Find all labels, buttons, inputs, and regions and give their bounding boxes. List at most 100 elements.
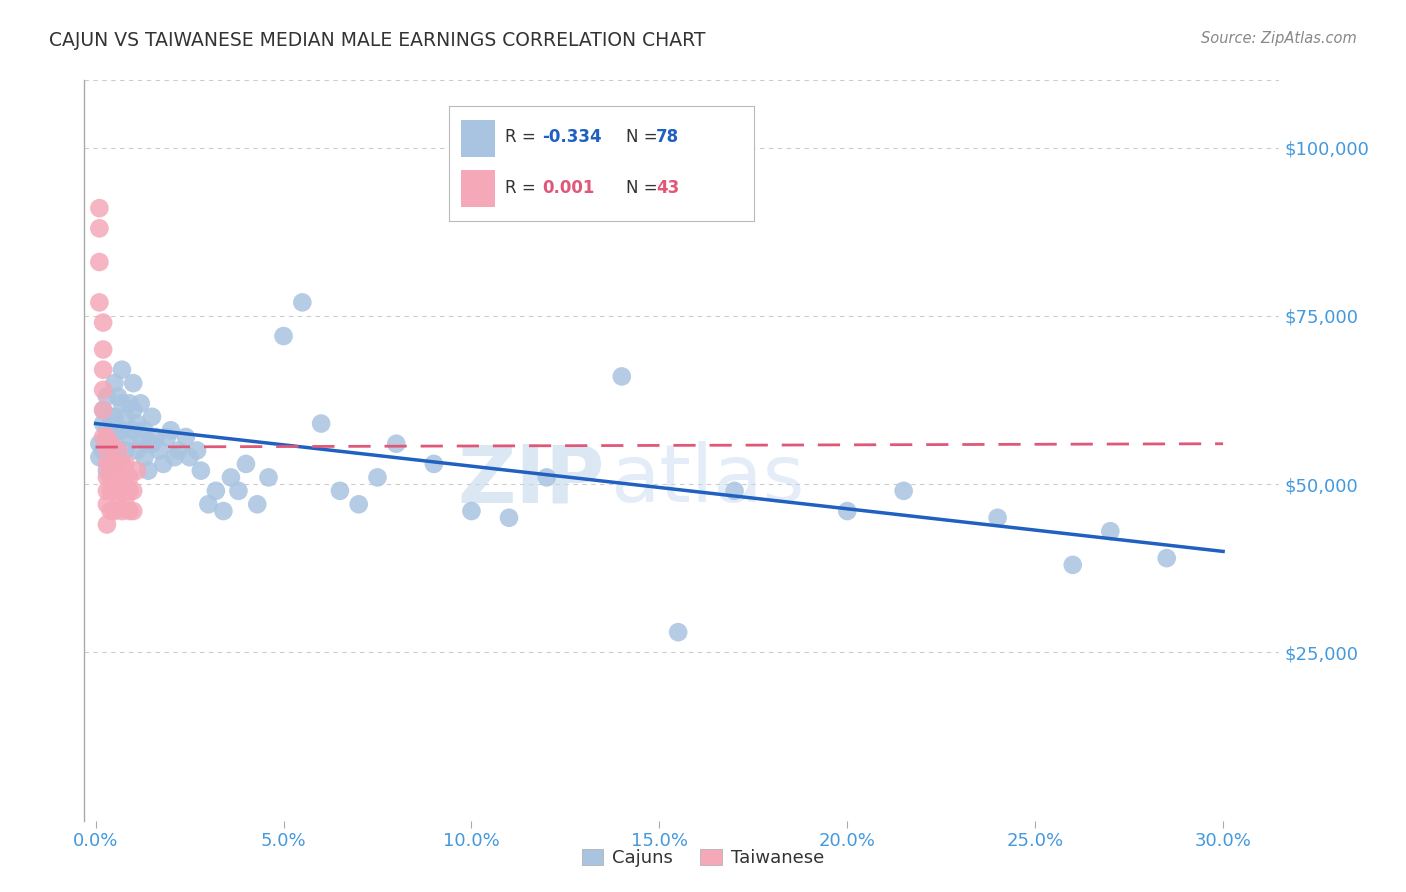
- Point: [837, 504, 859, 518]
- Point: [212, 504, 235, 518]
- Point: [111, 396, 134, 410]
- Point: [309, 417, 332, 431]
- Point: [107, 423, 129, 437]
- Point: [107, 457, 129, 471]
- Point: [96, 497, 118, 511]
- Text: atlas: atlas: [610, 441, 804, 519]
- Point: [1062, 558, 1084, 572]
- Point: [893, 483, 915, 498]
- Point: [273, 329, 295, 343]
- Point: [100, 470, 122, 484]
- Point: [96, 390, 118, 404]
- Point: [96, 457, 118, 471]
- Point: [1099, 524, 1122, 539]
- Point: [91, 403, 114, 417]
- Point: [145, 430, 167, 444]
- Point: [89, 450, 111, 465]
- Point: [723, 483, 745, 498]
- Point: [1156, 551, 1178, 566]
- Text: CAJUN VS TAIWANESE MEDIAN MALE EARNINGS CORRELATION CHART: CAJUN VS TAIWANESE MEDIAN MALE EARNINGS …: [49, 31, 706, 50]
- Point: [114, 491, 136, 505]
- Point: [107, 443, 129, 458]
- Point: [96, 517, 118, 532]
- Point: [91, 417, 114, 431]
- Point: [91, 403, 114, 417]
- Point: [89, 295, 111, 310]
- Point: [118, 430, 141, 444]
- Text: ZIP: ZIP: [457, 441, 605, 519]
- Point: [118, 396, 141, 410]
- Point: [246, 497, 269, 511]
- Point: [114, 443, 136, 458]
- Point: [91, 443, 114, 458]
- Point: [136, 464, 159, 478]
- Point: [91, 362, 114, 376]
- Point: [89, 255, 111, 269]
- Point: [536, 470, 558, 484]
- Point: [114, 470, 136, 484]
- Point: [347, 497, 370, 511]
- Point: [197, 497, 219, 511]
- Point: [163, 450, 186, 465]
- Point: [118, 483, 141, 498]
- Point: [141, 409, 163, 424]
- Point: [103, 409, 125, 424]
- Point: [111, 483, 134, 498]
- Point: [100, 430, 122, 444]
- Point: [125, 443, 148, 458]
- Legend: Cajuns, Taiwanese: Cajuns, Taiwanese: [575, 841, 831, 874]
- Point: [134, 450, 156, 465]
- Point: [96, 423, 118, 437]
- Point: [329, 483, 352, 498]
- Point: [111, 362, 134, 376]
- Point: [100, 504, 122, 518]
- Point: [103, 504, 125, 518]
- Point: [167, 443, 190, 458]
- Point: [103, 470, 125, 484]
- Point: [219, 470, 242, 484]
- Point: [498, 510, 520, 524]
- Point: [134, 423, 156, 437]
- Point: [100, 457, 122, 471]
- Point: [122, 376, 145, 391]
- Point: [385, 436, 408, 450]
- Text: Source: ZipAtlas.com: Source: ZipAtlas.com: [1201, 31, 1357, 46]
- Point: [91, 430, 114, 444]
- Point: [89, 201, 111, 215]
- Point: [96, 470, 118, 484]
- Point: [125, 417, 148, 431]
- Point: [103, 436, 125, 450]
- Point: [89, 221, 111, 235]
- Point: [159, 423, 181, 437]
- Point: [122, 504, 145, 518]
- Point: [122, 403, 145, 417]
- Point: [186, 443, 208, 458]
- Point: [103, 457, 125, 471]
- Point: [89, 436, 111, 450]
- Point: [111, 504, 134, 518]
- Point: [103, 376, 125, 391]
- Point: [96, 483, 118, 498]
- Point: [111, 457, 134, 471]
- Point: [156, 430, 179, 444]
- Point: [129, 430, 152, 444]
- Point: [107, 390, 129, 404]
- Point: [100, 483, 122, 498]
- Point: [107, 491, 129, 505]
- Point: [91, 343, 114, 357]
- Point: [100, 436, 122, 450]
- Point: [96, 464, 118, 478]
- Point: [129, 396, 152, 410]
- Point: [190, 464, 212, 478]
- Point: [96, 443, 118, 458]
- Point: [91, 383, 114, 397]
- Point: [114, 457, 136, 471]
- Point: [141, 436, 163, 450]
- Point: [610, 369, 633, 384]
- Point: [136, 436, 159, 450]
- Point: [235, 457, 257, 471]
- Point: [228, 483, 250, 498]
- Point: [122, 483, 145, 498]
- Point: [103, 483, 125, 498]
- Point: [366, 470, 388, 484]
